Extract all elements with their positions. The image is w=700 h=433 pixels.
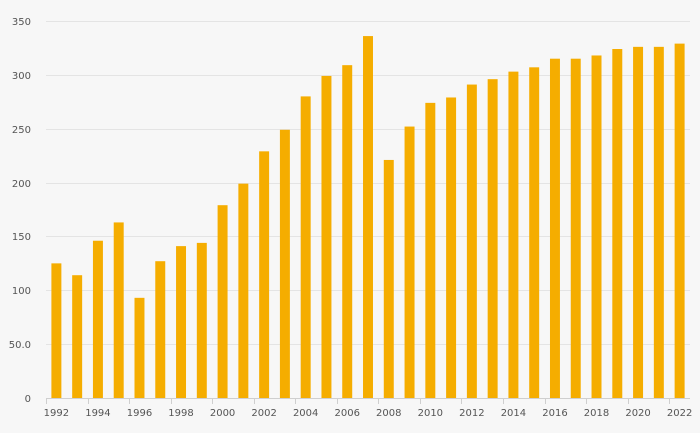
x-tick-label: 1994 bbox=[85, 408, 110, 419]
bar-2009 bbox=[404, 126, 415, 398]
bars bbox=[51, 36, 685, 399]
bar-2018 bbox=[591, 55, 602, 399]
y-tick-label: 0 bbox=[25, 394, 31, 405]
y-tick-label: 350 bbox=[12, 17, 31, 28]
bar-2000 bbox=[217, 205, 228, 398]
x-tick-label: 2010 bbox=[418, 408, 443, 419]
bar-2008 bbox=[383, 159, 394, 398]
bar-2016 bbox=[549, 58, 560, 398]
y-axis-ticks: 0 50.0 100 150 200 250 300 350 bbox=[9, 17, 31, 405]
bar-1993 bbox=[72, 275, 83, 398]
x-tick-label: 2018 bbox=[584, 408, 609, 419]
y-tick-label: 300 bbox=[12, 71, 31, 82]
bar-1995 bbox=[113, 222, 124, 398]
bar-2003 bbox=[279, 129, 290, 398]
bar-2014 bbox=[508, 71, 519, 398]
x-tick-label: 2012 bbox=[459, 408, 484, 419]
x-tick-label: 1996 bbox=[127, 408, 152, 419]
bar-1992 bbox=[51, 263, 62, 398]
bar-2022 bbox=[674, 43, 685, 399]
x-tick-label: 2020 bbox=[625, 408, 650, 419]
x-tick-label: 2006 bbox=[334, 408, 359, 419]
x-tick-label: 2016 bbox=[542, 408, 567, 419]
y-tick-label: 250 bbox=[12, 125, 31, 136]
y-tick-label: 100 bbox=[12, 286, 31, 297]
bar-1994 bbox=[92, 240, 103, 398]
bar-2015 bbox=[529, 67, 540, 399]
x-tick-label: 2022 bbox=[667, 408, 692, 419]
bar-1998 bbox=[176, 246, 187, 398]
x-tick-label: 2008 bbox=[376, 408, 401, 419]
bar-2010 bbox=[425, 102, 436, 398]
bar-2019 bbox=[612, 49, 623, 399]
x-tick-label: 2004 bbox=[293, 408, 318, 419]
bar-2007 bbox=[363, 36, 373, 398]
bar-2012 bbox=[466, 84, 477, 399]
bar-1999 bbox=[196, 242, 207, 398]
bar-2002 bbox=[259, 151, 270, 398]
y-tick-label: 50.0 bbox=[9, 340, 31, 351]
y-tick-label: 150 bbox=[12, 232, 31, 243]
bar-2006 bbox=[342, 65, 353, 399]
x-tick-label: 1992 bbox=[44, 408, 69, 419]
x-tick-label: 2014 bbox=[501, 408, 526, 419]
bar-1997 bbox=[155, 261, 166, 398]
x-tick-label: 2000 bbox=[210, 408, 235, 419]
bar-2001 bbox=[238, 183, 249, 398]
bar-2021 bbox=[653, 46, 664, 398]
bar-2005 bbox=[321, 75, 332, 398]
x-tick-label: 1998 bbox=[168, 408, 193, 419]
bar-2011 bbox=[446, 97, 457, 398]
x-tick-label: 2002 bbox=[251, 408, 276, 419]
bar-2013 bbox=[487, 79, 498, 398]
bar-2017 bbox=[570, 58, 581, 398]
x-axis: 1992 1994 1996 1998 2000 2002 2004 2006 2008 2010… bbox=[44, 398, 692, 419]
bar-2020 bbox=[633, 46, 644, 398]
bar-2004 bbox=[300, 96, 311, 399]
bar-1996 bbox=[134, 297, 145, 398]
y-tick-label: 200 bbox=[12, 179, 31, 190]
